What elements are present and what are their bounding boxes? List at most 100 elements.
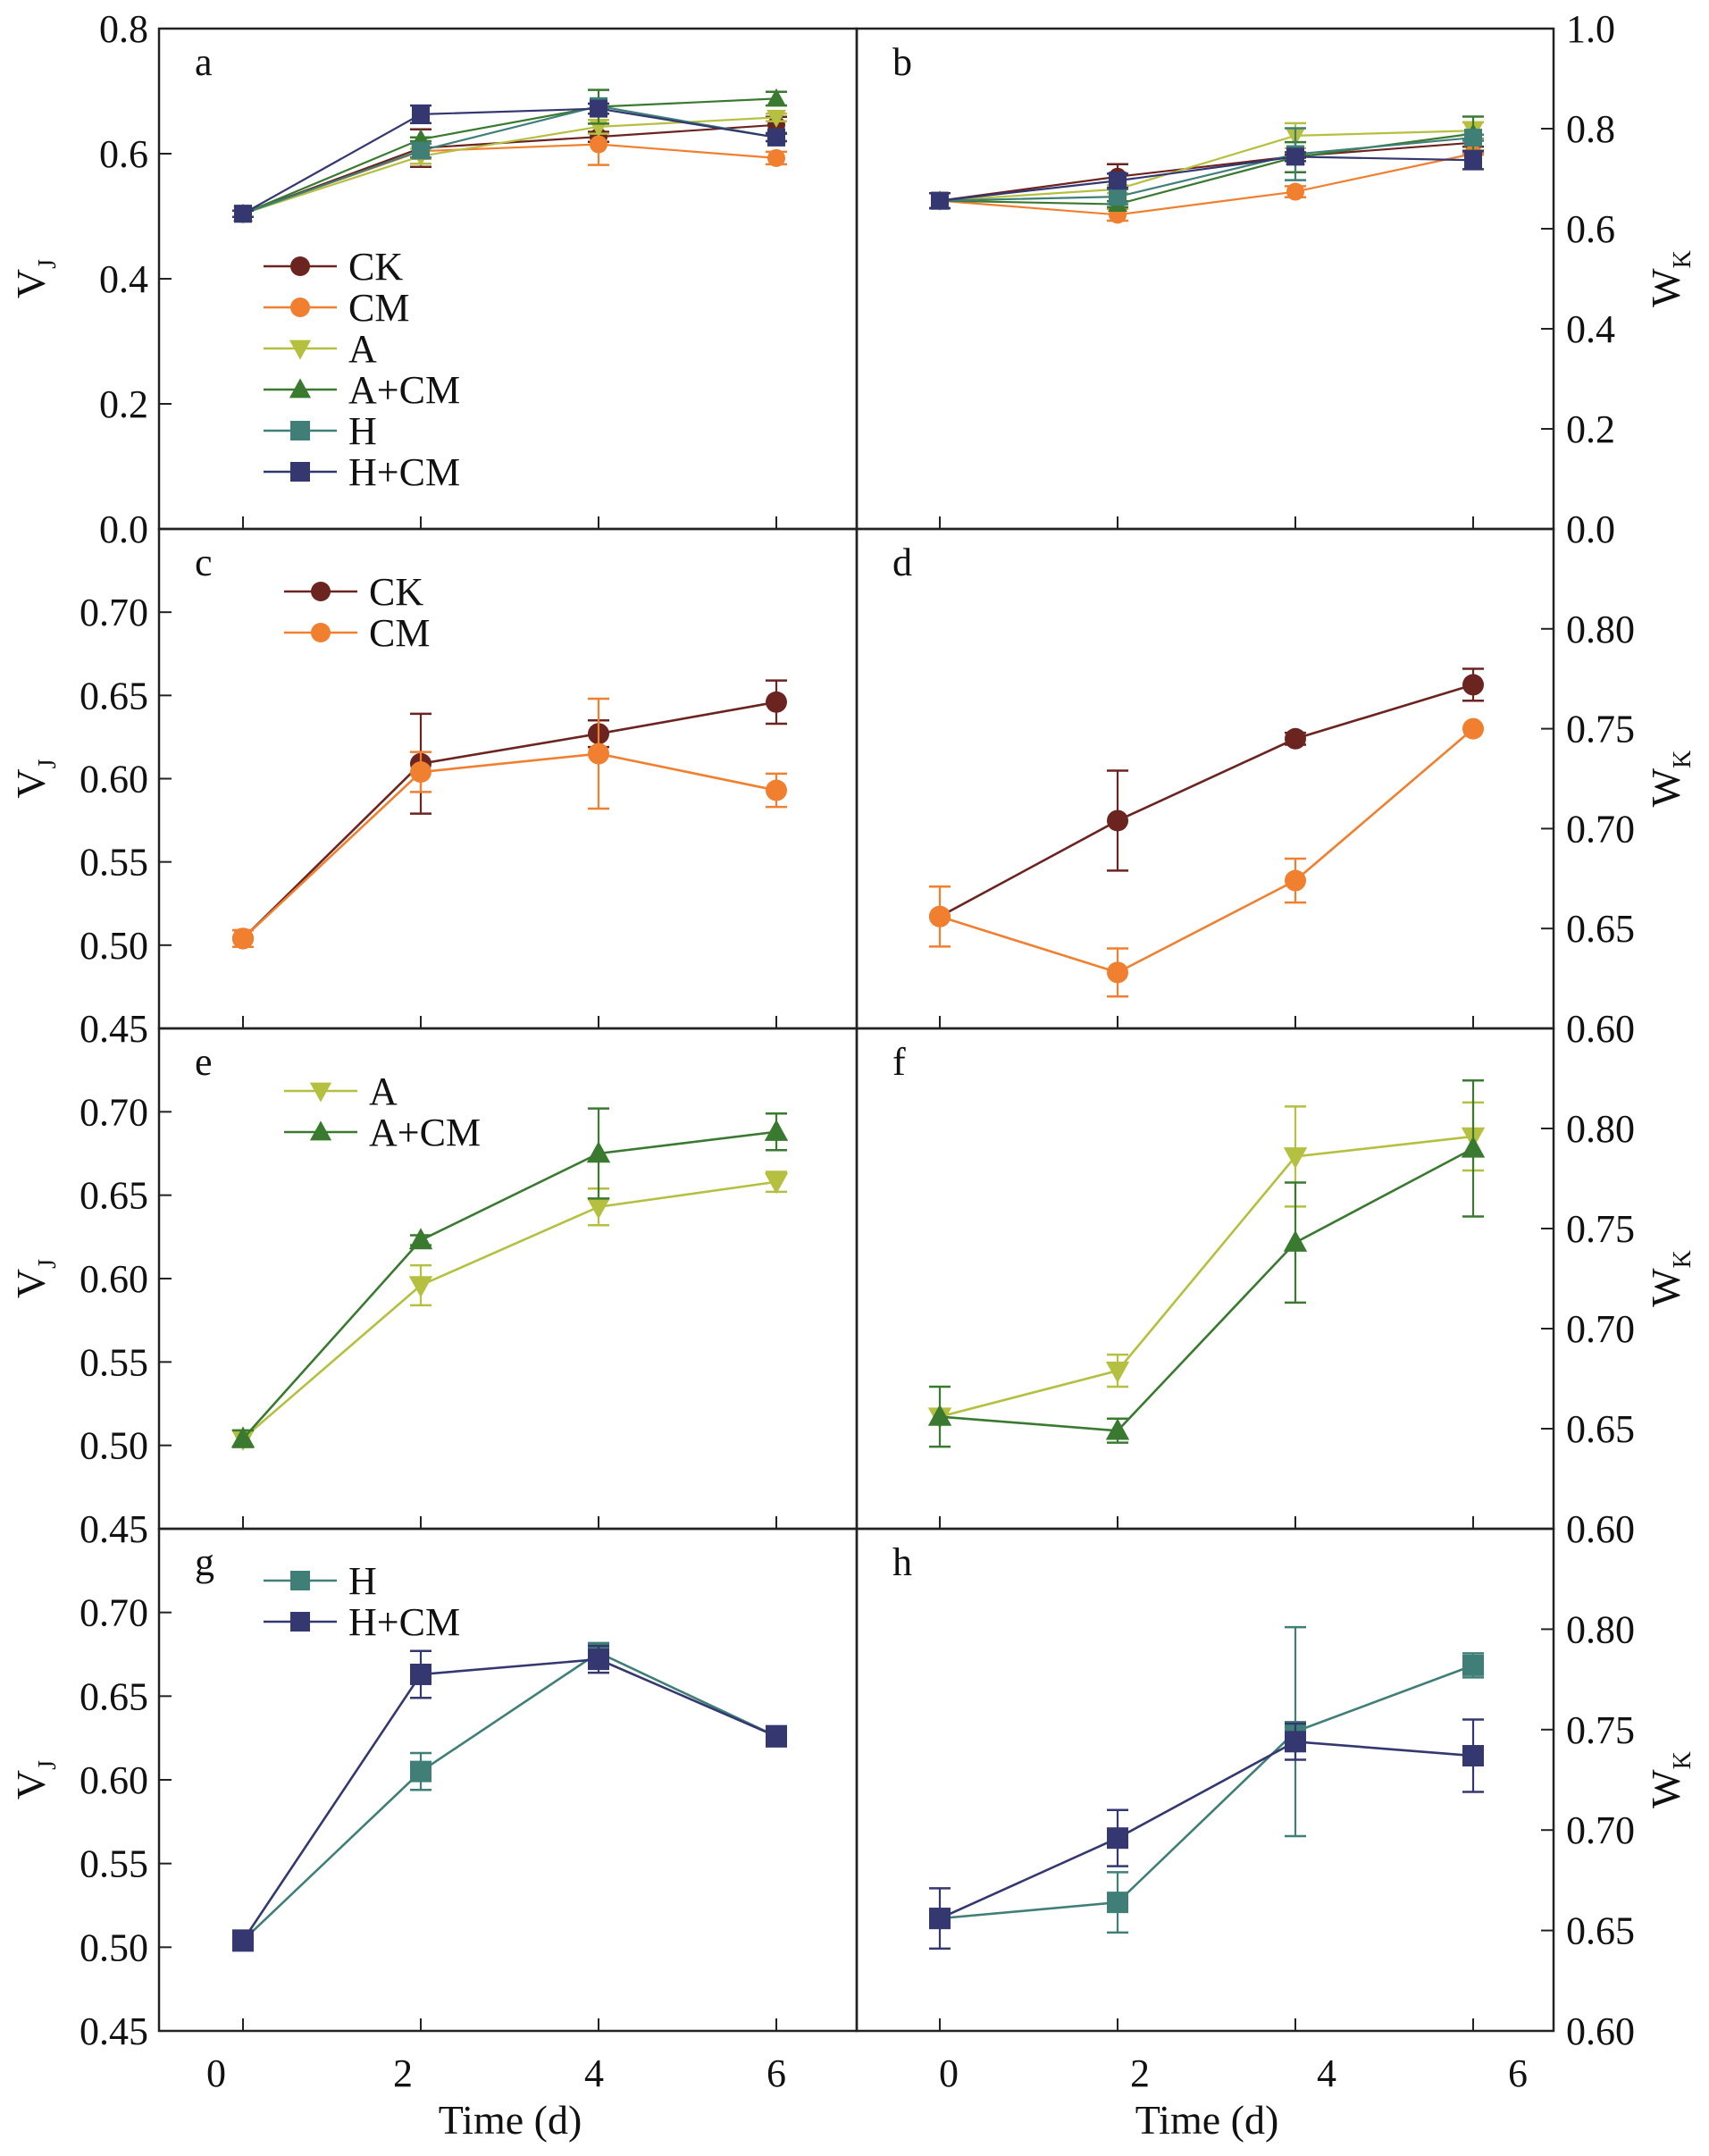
- legend-label: A: [348, 327, 377, 371]
- legend-item: H: [264, 409, 377, 453]
- series-line: [242, 143, 777, 215]
- data-point: [767, 128, 785, 147]
- legend-item: A+CM: [264, 368, 460, 412]
- data-point: [1107, 961, 1128, 984]
- legend-label: A: [369, 1070, 398, 1113]
- legend: HH+CM: [264, 1559, 460, 1644]
- y-tick-label: 1.0: [1566, 7, 1615, 51]
- y-tick-label: 0.60: [80, 1257, 148, 1301]
- series-line: [242, 105, 777, 215]
- y-tick-label: 0.70: [80, 1090, 148, 1134]
- legend-label: A+CM: [348, 368, 460, 412]
- legend-marker: [289, 340, 312, 360]
- data-point: [234, 205, 252, 223]
- data-point: [410, 1663, 431, 1685]
- data-point: [1285, 1731, 1306, 1753]
- x-tick-label: 4: [584, 2051, 604, 2095]
- panel-letter: d: [892, 541, 912, 584]
- y-tick-label: 0.70: [1566, 1808, 1635, 1852]
- data-point: [767, 109, 786, 128]
- data-point: [1109, 172, 1127, 190]
- data-point: [1105, 1418, 1130, 1440]
- panel-letter: c: [195, 541, 213, 584]
- y-tick-label: 0.45: [80, 2009, 148, 2053]
- series-line: [242, 700, 777, 940]
- legend-label: CK: [348, 245, 403, 289]
- legend-item: CM: [284, 611, 430, 655]
- series-h-plus-cm: [232, 99, 787, 223]
- y-tick-label: 0.65: [80, 1674, 148, 1718]
- y-tick-label: 0.55: [80, 841, 148, 885]
- data-point: [1286, 147, 1304, 166]
- series-a: [230, 1170, 789, 1451]
- y-tick-label: 0.8: [1566, 107, 1615, 151]
- data-point: [931, 191, 949, 210]
- legend-label: CM: [348, 286, 409, 330]
- series-line: [939, 727, 1474, 974]
- panel-letter: f: [892, 1040, 906, 1084]
- y-tick-label: 0.65: [80, 674, 148, 717]
- panel-frame: [855, 527, 1555, 1030]
- panel-f: 0.60 0.65 0.70 0.75 0.80 WK f: [855, 1027, 1696, 1551]
- data-point: [232, 1929, 254, 1951]
- series-a-plus-cm: [929, 115, 1484, 213]
- y-axis-title: WK: [1643, 751, 1696, 808]
- data-point: [1283, 1229, 1308, 1252]
- series-line: [241, 1657, 777, 1942]
- panel-frame: [855, 1527, 1555, 2033]
- y-tick-label: 0.75: [1566, 1207, 1635, 1251]
- y-tick-label: 0.70: [80, 1591, 148, 1635]
- series-cm: [232, 697, 787, 950]
- y-tick-label: 0.50: [80, 1424, 148, 1468]
- legend-item: A+CM: [284, 1111, 481, 1154]
- legend-marker: [309, 1082, 332, 1103]
- y-tick-label: 0.70: [80, 591, 148, 634]
- y-tick-label: 0.4: [1566, 307, 1615, 351]
- y-axis-title: WK: [1643, 1250, 1696, 1307]
- y-tick-label: 0.60: [80, 1758, 148, 1802]
- series-line: [939, 1664, 1474, 1920]
- series-line: [242, 752, 777, 940]
- y-tick-label: 0.2: [1566, 407, 1615, 451]
- data-point: [767, 88, 786, 106]
- series-line: [242, 116, 777, 215]
- panel-letter: b: [892, 40, 912, 84]
- series-line: [939, 141, 1474, 202]
- legend-label: CK: [369, 570, 423, 614]
- data-point: [1462, 1654, 1484, 1676]
- data-point: [1461, 1136, 1486, 1158]
- y-tick-label: 0.8: [99, 7, 148, 51]
- legend-item: H+CM: [264, 1600, 460, 1644]
- x-tick-label: 0: [939, 2051, 959, 2095]
- data-point: [1462, 1745, 1484, 1767]
- legend-marker: [311, 623, 331, 642]
- y-tick-label: 0.4: [99, 257, 148, 301]
- panels: 0.00.20.40.60.8VJaCKCMAA+CMHH+CM0.00.20.…: [8, 7, 1696, 2095]
- x-tick-label: 0: [206, 2051, 226, 2095]
- data-point: [1464, 129, 1482, 147]
- legend-marker: [290, 421, 310, 440]
- data-point: [230, 1426, 256, 1448]
- x-tick-label: 4: [1317, 2051, 1336, 2095]
- y-tick-label: 0.55: [80, 1340, 148, 1384]
- series-line: [939, 1740, 1474, 1920]
- legend-marker: [289, 378, 312, 398]
- series-a: [232, 109, 787, 224]
- data-point: [1105, 1361, 1130, 1383]
- data-point: [588, 742, 609, 765]
- series-line: [242, 1130, 777, 1440]
- y-tick-label: 0.0: [1566, 508, 1615, 551]
- legend-marker: [311, 582, 331, 601]
- panel-g: 0 2 4 6 0.45 0.50 0.55 0.60 0.65 0.70 VJ g HH+CM: [8, 1527, 859, 2095]
- legend-label: H+CM: [348, 1600, 460, 1644]
- data-point: [412, 105, 430, 123]
- y-tick-label: 0.2: [99, 382, 148, 426]
- legend-marker: [309, 1120, 332, 1141]
- y-tick-label: 0.60: [1566, 1507, 1635, 1551]
- x-axis-title-left: Time (d): [439, 2097, 582, 2143]
- series-line: [939, 136, 1474, 202]
- data-point: [764, 1119, 789, 1141]
- panel-h: 0 2 4 6 0.60 0.65 0.70 0.75 0.80 WK h: [855, 1527, 1696, 2095]
